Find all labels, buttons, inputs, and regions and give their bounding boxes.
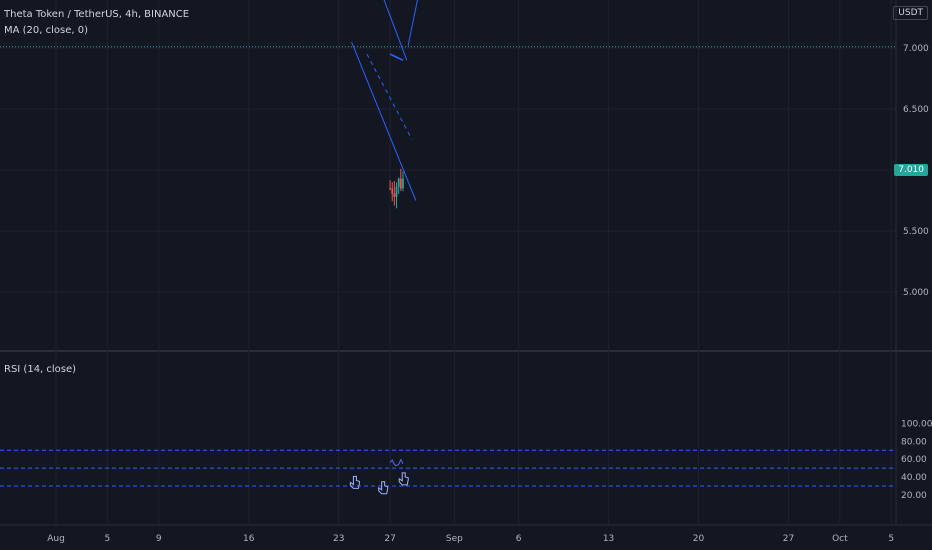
last-price-badge: 7.010 [894, 164, 928, 176]
hand-pointer-icon [349, 475, 360, 489]
hand-outline [378, 481, 389, 495]
drawing-channel-lower [351, 41, 417, 201]
price-tick-label: 5.000 [903, 288, 929, 298]
rsi-tick-label: 60.00 [901, 455, 927, 465]
candle-down [389, 188, 391, 190]
currency-badge[interactable]: USDT [893, 6, 928, 20]
time-tick-label: 27 [384, 534, 395, 544]
drawing-arrow [407, 0, 418, 46]
grid [0, 0, 932, 526]
time-tick-label: Sep [446, 534, 463, 544]
rsi-legend[interactable]: RSI (14, close) [4, 364, 77, 375]
time-tick-label: 13 [603, 534, 614, 544]
candle-down [393, 193, 396, 197]
rsi-axis: 100.00 80.00 60.00 40.00 20.00 [901, 419, 932, 501]
price-tick-label: 5.500 [903, 227, 929, 237]
rsi-tick-label: 20.00 [901, 491, 927, 501]
time-tick-label: 27 [783, 534, 794, 544]
rsi-tick-label: 80.00 [901, 437, 927, 447]
candle-up [402, 178, 404, 189]
hand-pointer-icon [378, 481, 389, 495]
ma-line [389, 53, 404, 61]
time-tick-label: 20 [693, 534, 705, 544]
time-tick-label: 5 [888, 534, 894, 544]
time-axis: Aug 5 9 16 23 27 Sep 6 13 20 27 Oct 5 [47, 534, 894, 544]
hand-pointer-icon [398, 472, 409, 486]
time-tick-label: Oct [832, 534, 848, 544]
time-tick-label: 6 [516, 534, 522, 544]
rsi-line [389, 458, 404, 467]
drawing-channel-upper [383, 0, 408, 61]
rsi-tick-label: 40.00 [901, 473, 927, 483]
ma-legend[interactable]: MA (20, close, 0) [4, 25, 89, 36]
candle-up [395, 186, 398, 197]
time-tick-label: 9 [156, 534, 162, 544]
time-tick-label: 16 [243, 534, 255, 544]
price-tick-label: 7.000 [903, 44, 929, 54]
candle-up [397, 178, 400, 187]
trend-drawings[interactable] [351, 0, 442, 201]
candle-down [391, 188, 394, 194]
time-tick-label: 23 [333, 534, 344, 544]
symbol-title[interactable]: Theta Token / TetherUS, 4h, BINANCE [4, 9, 190, 20]
price-tick-label: 6.500 [903, 105, 929, 115]
moving-average [389, 53, 404, 61]
rsi-pane [0, 449, 896, 495]
time-tick-label: Aug [47, 534, 65, 544]
candle-down [399, 178, 402, 189]
rsi-tick-label: 100.00 [901, 419, 932, 429]
candles [0, 46, 896, 209]
time-tick-label: 5 [105, 534, 111, 544]
hand-outline [398, 472, 409, 486]
hand-outline [349, 475, 360, 489]
drawing-dashed-mid [366, 53, 413, 140]
